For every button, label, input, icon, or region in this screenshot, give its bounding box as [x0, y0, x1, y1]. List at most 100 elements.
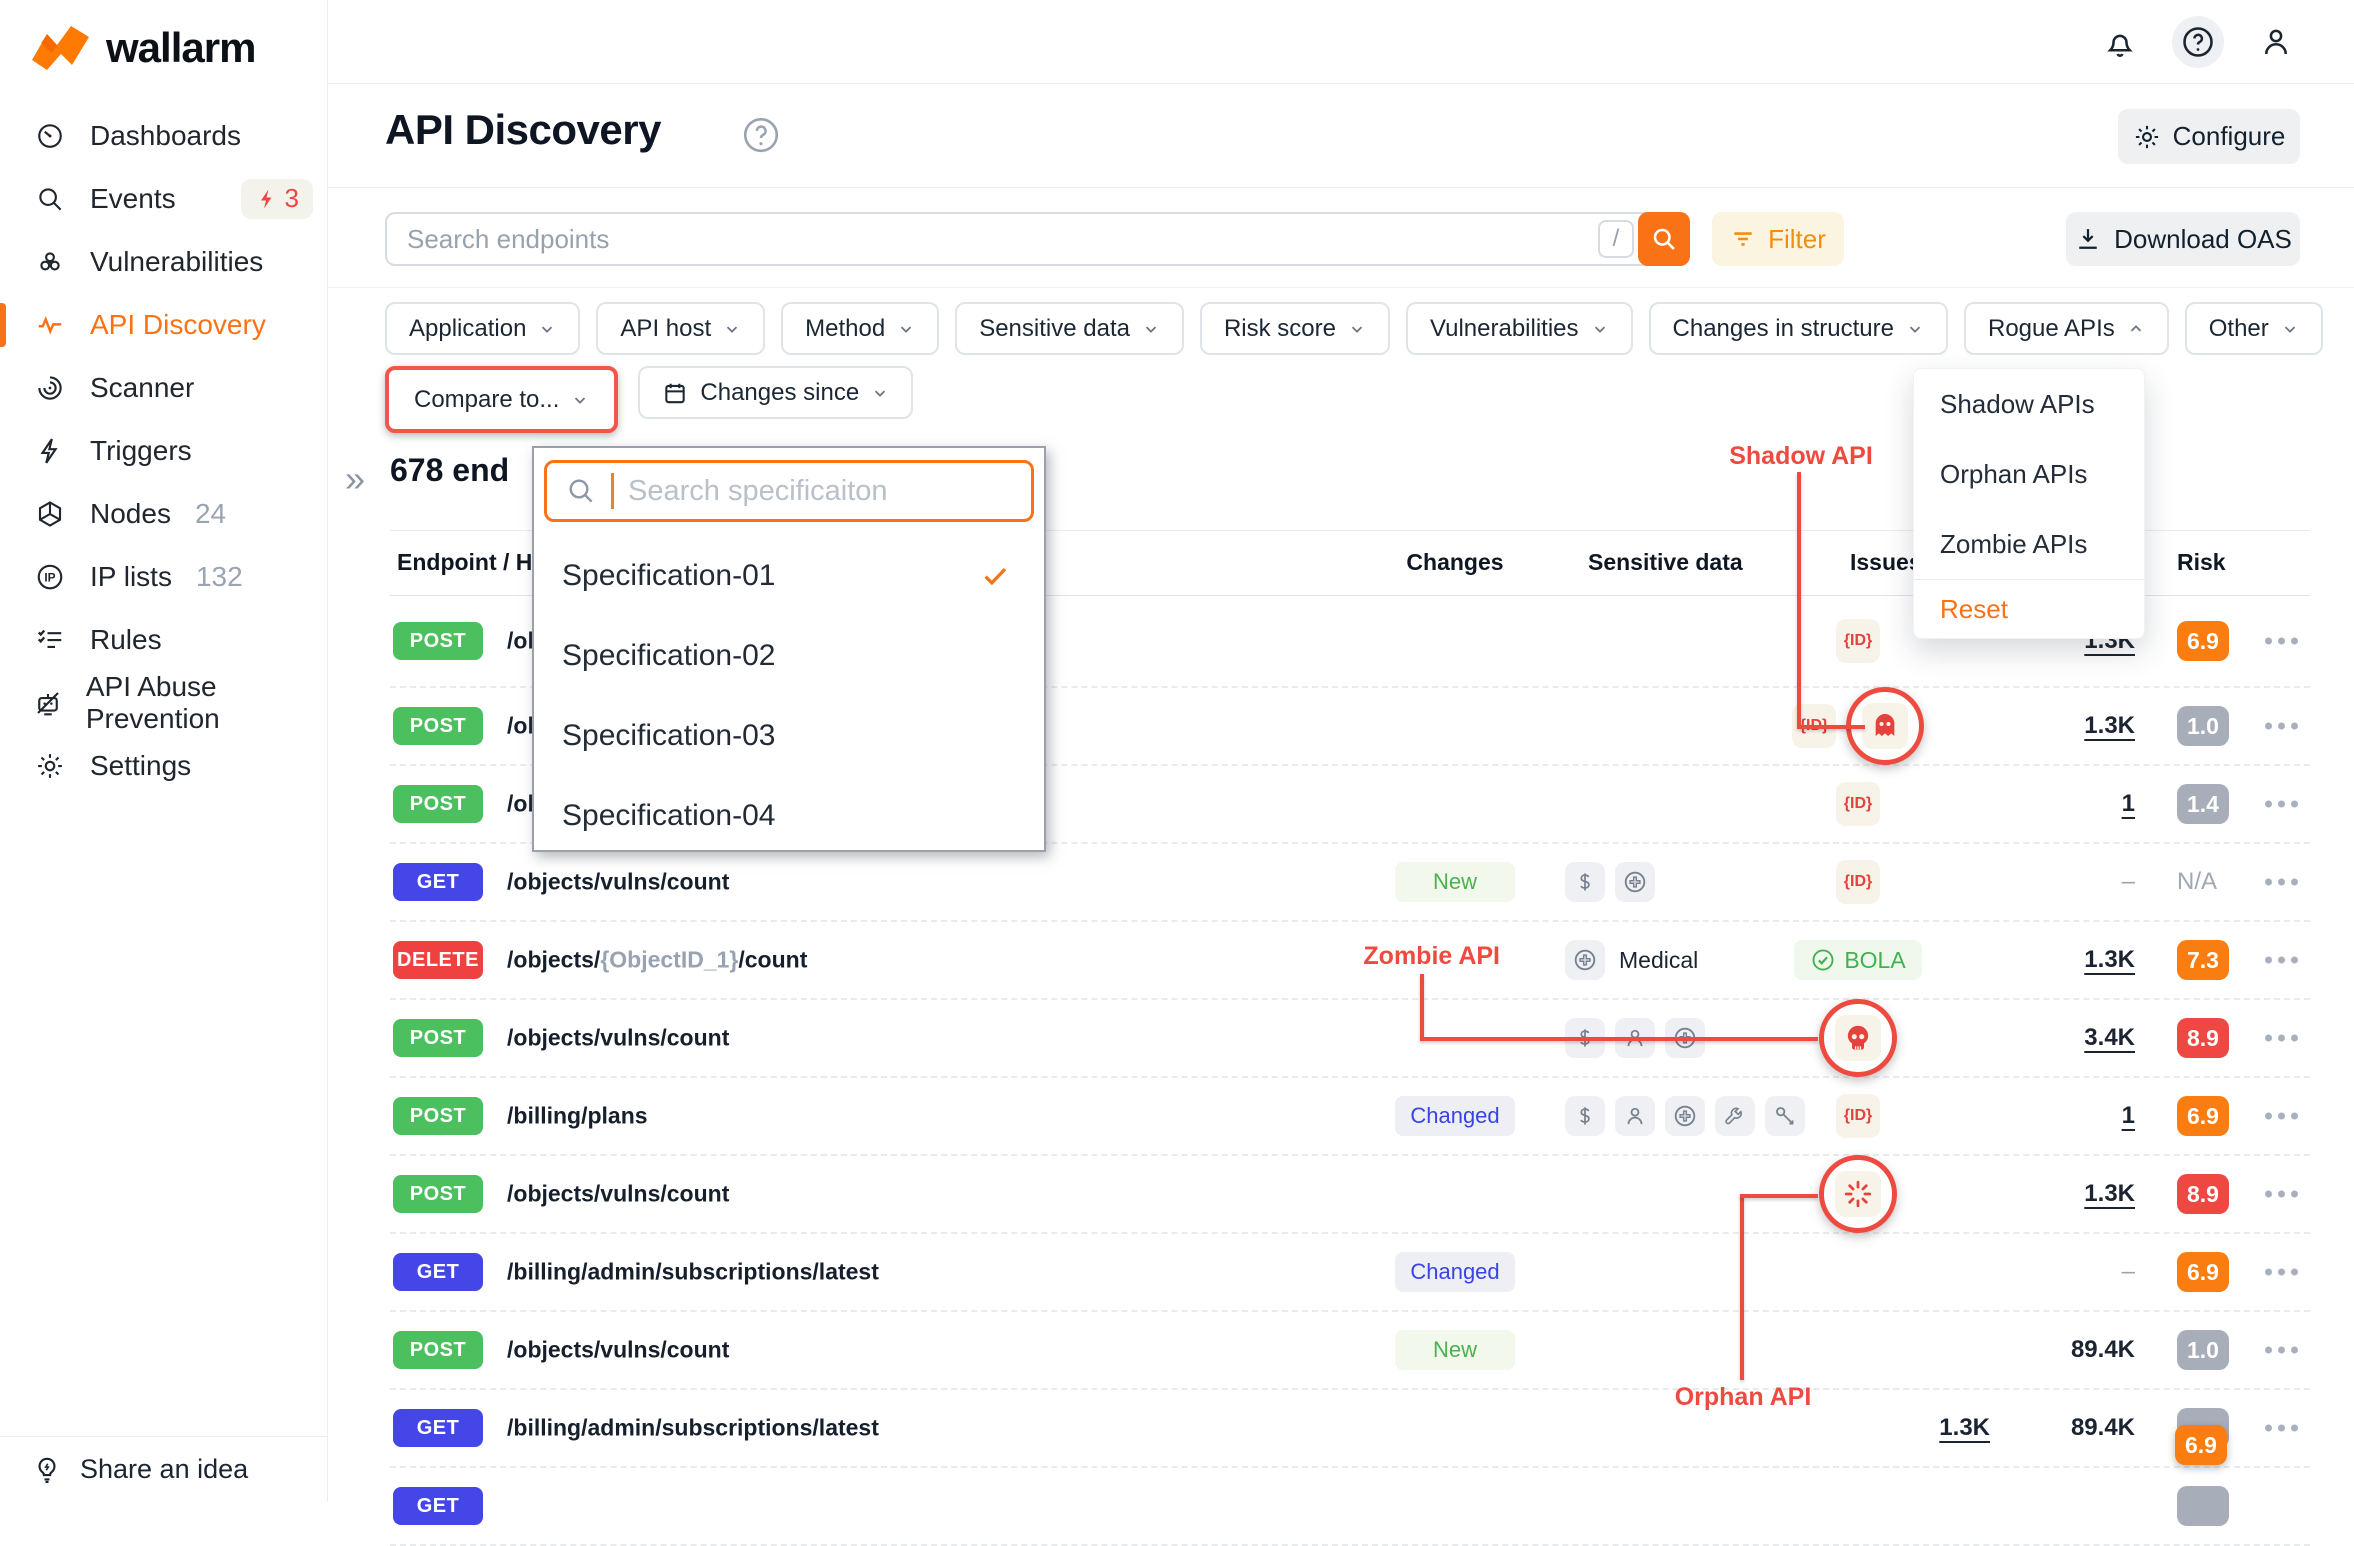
sidebar-item-vulnerabilities[interactable]: Vulnerabilities	[0, 230, 327, 293]
row-actions-ellipsis-icon[interactable]	[2265, 1190, 2298, 1198]
count-link[interactable]: 1.3K	[2084, 946, 2135, 973]
collapse-panel-icon[interactable]: »	[345, 458, 366, 499]
rogue-menu-item-zombie-apis[interactable]: Zombie APIs	[1940, 528, 2088, 559]
sidebar-item-api-abuse-prevention[interactable]: API Abuse Prevention	[0, 671, 327, 734]
table-row[interactable]: POST/objects/vulns/count New 89.4K 1.0	[390, 1312, 2310, 1390]
sidebar-item-triggers[interactable]: Triggers	[0, 419, 327, 482]
filter-chip-rogue-apis[interactable]: Rogue APIs	[1963, 302, 2169, 355]
row-actions-ellipsis-icon[interactable]	[2265, 1346, 2298, 1354]
risk-badge: 1.0	[2177, 706, 2229, 746]
table-row[interactable]: GET/billing/admin/subscriptions/latest 1.…	[390, 1390, 2310, 1468]
row-actions-ellipsis-icon[interactable]	[2265, 1424, 2298, 1432]
changes-badge: New	[1395, 1330, 1515, 1370]
row-actions-ellipsis-icon[interactable]	[2265, 878, 2298, 886]
table-row[interactable]: GET/objects/vulns/count New {ID} – N/A	[390, 844, 2310, 922]
table-row[interactable]: POST/objects/vulns/count 3.4K 8.9	[390, 999, 2310, 1078]
count-link[interactable]: 1	[2121, 1102, 2135, 1129]
id-issue-icon: {ID}	[1836, 1094, 1880, 1138]
specification-option[interactable]: Specification-02	[534, 616, 1044, 696]
ghost-api-circle	[1846, 687, 1924, 765]
filter-chip-other[interactable]: Other	[2184, 302, 2323, 355]
notifications-bell-icon[interactable]	[2094, 16, 2146, 68]
table-row[interactable]: DELETE/objects/{ObjectID_1}/count Medical…	[390, 922, 2310, 1000]
filter-chip-vulnerabilities[interactable]: Vulnerabilities	[1406, 302, 1633, 355]
compare-to-chip[interactable]: Compare to...	[392, 373, 612, 426]
count-link[interactable]: 1	[2121, 790, 2135, 817]
download-oas-button[interactable]: Download OAS	[2066, 212, 2300, 266]
row-actions-ellipsis-icon[interactable]	[2265, 800, 2298, 808]
filter-chip-api-host[interactable]: API host	[596, 302, 766, 355]
table-row[interactable]: POST/objects/vulns/count 1.3K 8.9	[390, 1155, 2310, 1234]
sidebar-item-api-discovery[interactable]: API Discovery	[0, 293, 327, 356]
sidebar-item-ip-lists[interactable]: IP IP lists 132	[0, 545, 327, 608]
search-input[interactable]	[387, 223, 1598, 255]
specification-option[interactable]: Specification-03	[534, 696, 1044, 776]
sidebar-item-settings[interactable]: Settings	[0, 734, 327, 797]
method-badge: POST	[393, 1175, 483, 1213]
changes-since-chip[interactable]: Changes since	[638, 366, 914, 419]
share-an-idea-label: Share an idea	[80, 1454, 249, 1484]
share-an-idea-button[interactable]: Share an idea	[0, 1436, 327, 1502]
count-link[interactable]: 3.4K	[2084, 1024, 2135, 1051]
page-title: API Discovery	[385, 106, 661, 153]
page-title-help-icon[interactable]	[740, 114, 782, 156]
help-icon[interactable]	[2172, 15, 2224, 68]
filter-chip-risk-score[interactable]: Risk score	[1199, 302, 1390, 355]
shadow-api-annotation: Shadow API	[1729, 442, 1873, 470]
rogue-menu-item-shadow-apis[interactable]: Shadow APIs	[1940, 388, 2095, 419]
risk-badge: 6.9	[2177, 621, 2229, 661]
specification-option-label: Specification-02	[562, 639, 776, 672]
risk-badge: 6.9	[2177, 1096, 2229, 1136]
user-profile-icon[interactable]	[2250, 16, 2302, 68]
filter-chip-application[interactable]: Application	[385, 302, 581, 355]
row-actions-ellipsis-icon[interactable]	[2265, 956, 2298, 964]
table-row[interactable]: POST/billing/plans Changed {ID} 1 6.9	[390, 1078, 2310, 1156]
sidebar-item-label: Dashboards	[90, 119, 241, 151]
table-row[interactable]: GET/billing/admin/subscriptions/latest Ch…	[390, 1234, 2310, 1312]
sidebar-item-nodes[interactable]: Nodes 24	[0, 482, 327, 545]
sidebar-item-dashboards[interactable]: Dashboards	[0, 104, 327, 167]
filter-chip-method[interactable]: Method	[781, 302, 940, 355]
sidebar-item-rules[interactable]: Rules	[0, 608, 327, 671]
search-button[interactable]	[1638, 212, 1690, 266]
count-link[interactable]: 1.3K	[1939, 1414, 1990, 1441]
issues-cell	[1740, 999, 1976, 1077]
col-header-changes: Changes	[1406, 549, 1504, 575]
row-actions-ellipsis-icon[interactable]	[2265, 1268, 2298, 1276]
issues-cell: {ID}	[1740, 766, 1976, 842]
table-row[interactable]: POST/ob {ID} 1 1.4	[390, 766, 2310, 844]
specification-option-label: Specification-03	[562, 719, 776, 752]
rogue-menu-item-orphan-apis[interactable]: Orphan APIs	[1940, 458, 2088, 489]
id-issue-icon: {ID}	[1792, 704, 1836, 748]
checklist-icon	[32, 625, 68, 655]
row-actions-ellipsis-icon[interactable]	[2265, 722, 2298, 730]
specification-dropdown: Search specificaiton Specification-01 Spe…	[532, 446, 1046, 852]
risk-na: N/A	[2177, 868, 2218, 895]
filter-button[interactable]: Filter	[1712, 212, 1844, 266]
sidebar-item-scanner[interactable]: Scanner	[0, 356, 327, 419]
endpoint-path: /objects/{ObjectID_1}/count	[507, 946, 808, 973]
filter-chip-sensitive-data[interactable]: Sensitive data	[955, 302, 1184, 355]
specification-option[interactable]: Specification-01	[534, 536, 1044, 616]
row-actions-ellipsis-icon[interactable]	[2265, 1112, 2298, 1120]
sensitive-data-label: Medical	[1619, 946, 1699, 973]
filter-chip-changes-in-structure[interactable]: Changes in structure	[1648, 302, 1948, 355]
row-actions-ellipsis-icon[interactable]	[2265, 1034, 2298, 1042]
rogue-menu-reset[interactable]: Reset	[1940, 593, 2008, 624]
configure-button[interactable]: Configure	[2118, 109, 2300, 164]
row-actions-ellipsis-icon[interactable]	[2265, 637, 2298, 645]
table-row[interactable]: POST/ob {ID} 1.3K 6.9	[390, 596, 2310, 688]
method-badge: GET	[393, 1409, 483, 1447]
count-link[interactable]: 1.3K	[2084, 1180, 2135, 1207]
sidebar-item-events[interactable]: Events 3	[0, 167, 327, 230]
filter-chip-label: Sensitive data	[979, 314, 1130, 342]
sensitive-data-cell: Medical	[1565, 940, 1698, 980]
table-row[interactable]: GET	[390, 1468, 2310, 1546]
count-link[interactable]: 1.3K	[2084, 712, 2135, 739]
specification-option[interactable]: Specification-04	[534, 776, 1044, 856]
method-badge: POST	[393, 1331, 483, 1369]
endpoint-path: /objects/vulns/count	[507, 1180, 730, 1207]
specification-search[interactable]: Search specificaiton	[544, 460, 1034, 522]
bot-icon	[32, 688, 64, 718]
chevron-down-icon	[571, 391, 589, 409]
